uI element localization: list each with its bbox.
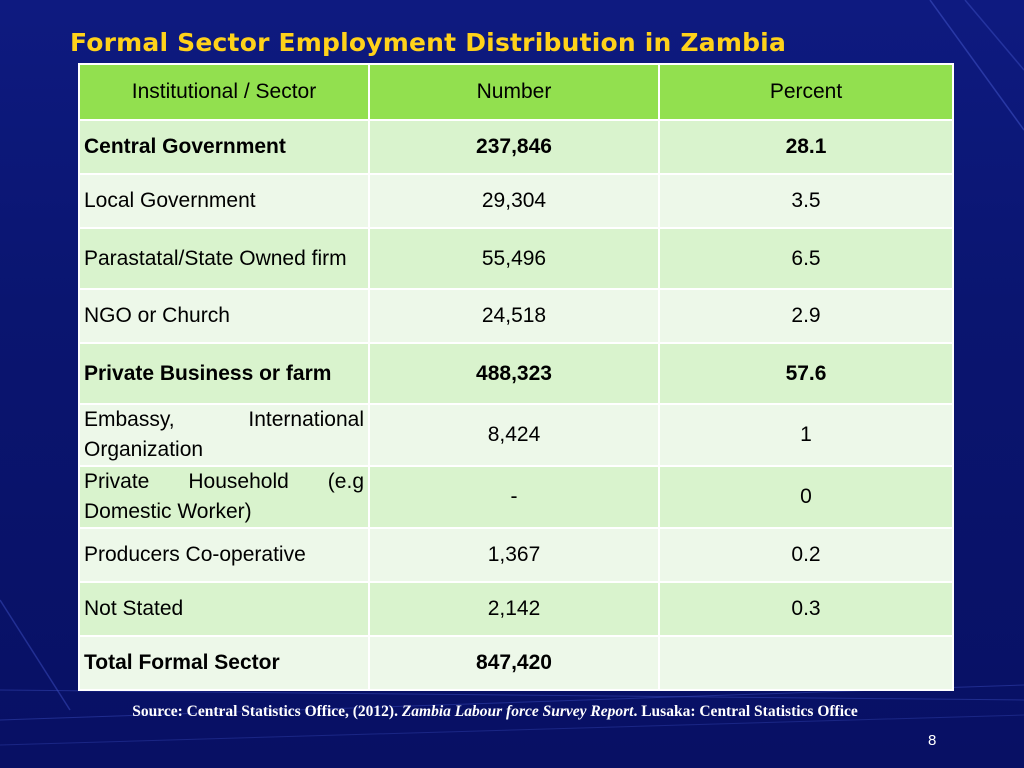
percent-cell: 6.5 bbox=[658, 227, 954, 290]
sector-cell: Producers Co-operative bbox=[78, 527, 370, 583]
percent-cell: 28.1 bbox=[658, 119, 954, 175]
sector-cell: Private Household (e.g Domestic Worker) bbox=[78, 465, 370, 529]
page-number: 8 bbox=[928, 732, 937, 749]
percent-cell: 2.9 bbox=[658, 288, 954, 344]
table-row: Not Stated 2,142 0.3 bbox=[78, 581, 954, 637]
number-cell: 2,142 bbox=[368, 581, 660, 637]
table-row: NGO or Church 24,518 2.9 bbox=[78, 288, 954, 344]
number-cell: 237,846 bbox=[368, 119, 660, 175]
table-row: Parastatal/State Owned firm 55,496 6.5 bbox=[78, 227, 954, 290]
number-cell: 488,323 bbox=[368, 342, 660, 405]
sector-cell: NGO or Church bbox=[78, 288, 370, 344]
table-header-row: Institutional / Sector Number Percent bbox=[78, 63, 954, 121]
number-cell: 8,424 bbox=[368, 403, 660, 467]
percent-cell: 0.3 bbox=[658, 581, 954, 637]
number-cell: - bbox=[368, 465, 660, 529]
source-prefix: Source: Central Statistics Office, (2012… bbox=[132, 703, 402, 720]
table-row: Total Formal Sector 847,420 bbox=[78, 635, 954, 691]
header-number: Number bbox=[368, 63, 660, 121]
slide-title: Formal Sector Employment Distribution in… bbox=[70, 28, 787, 57]
percent-cell: 3.5 bbox=[658, 173, 954, 229]
header-sector: Institutional / Sector bbox=[78, 63, 370, 121]
percent-cell: 57.6 bbox=[658, 342, 954, 405]
source-report-title: Zambia Labour force Survey Report bbox=[401, 703, 634, 720]
sector-cell: Private Business or farm bbox=[78, 342, 370, 405]
sector-cell: Parastatal/State Owned firm bbox=[78, 227, 370, 290]
table-row: Private Business or farm 488,323 57.6 bbox=[78, 342, 954, 405]
sector-cell: Embassy, International Organization bbox=[78, 403, 370, 467]
sector-cell: Central Government bbox=[78, 119, 370, 175]
number-cell: 55,496 bbox=[368, 227, 660, 290]
number-cell: 29,304 bbox=[368, 173, 660, 229]
percent-cell bbox=[658, 635, 954, 691]
source-suffix: . Lusaka: Central Statistics Office bbox=[633, 703, 858, 720]
sector-cell: Local Government bbox=[78, 173, 370, 229]
percent-cell: 1 bbox=[658, 403, 954, 467]
number-cell: 24,518 bbox=[368, 288, 660, 344]
source-citation: Source: Central Statistics Office, (2012… bbox=[90, 701, 900, 722]
header-percent: Percent bbox=[658, 63, 954, 121]
sector-cell: Total Formal Sector bbox=[78, 635, 370, 691]
number-cell: 847,420 bbox=[368, 635, 660, 691]
percent-cell: 0.2 bbox=[658, 527, 954, 583]
table-row: Private Household (e.g Domestic Worker) … bbox=[78, 465, 954, 529]
employment-table: Institutional / Sector Number Percent Ce… bbox=[78, 63, 954, 691]
sector-cell: Not Stated bbox=[78, 581, 370, 637]
table-row: Embassy, International Organization 8,42… bbox=[78, 403, 954, 467]
percent-cell: 0 bbox=[658, 465, 954, 529]
number-cell: 1,367 bbox=[368, 527, 660, 583]
table-row: Central Government 237,846 28.1 bbox=[78, 119, 954, 175]
table-row: Producers Co-operative 1,367 0.2 bbox=[78, 527, 954, 583]
table-row: Local Government 29,304 3.5 bbox=[78, 173, 954, 229]
